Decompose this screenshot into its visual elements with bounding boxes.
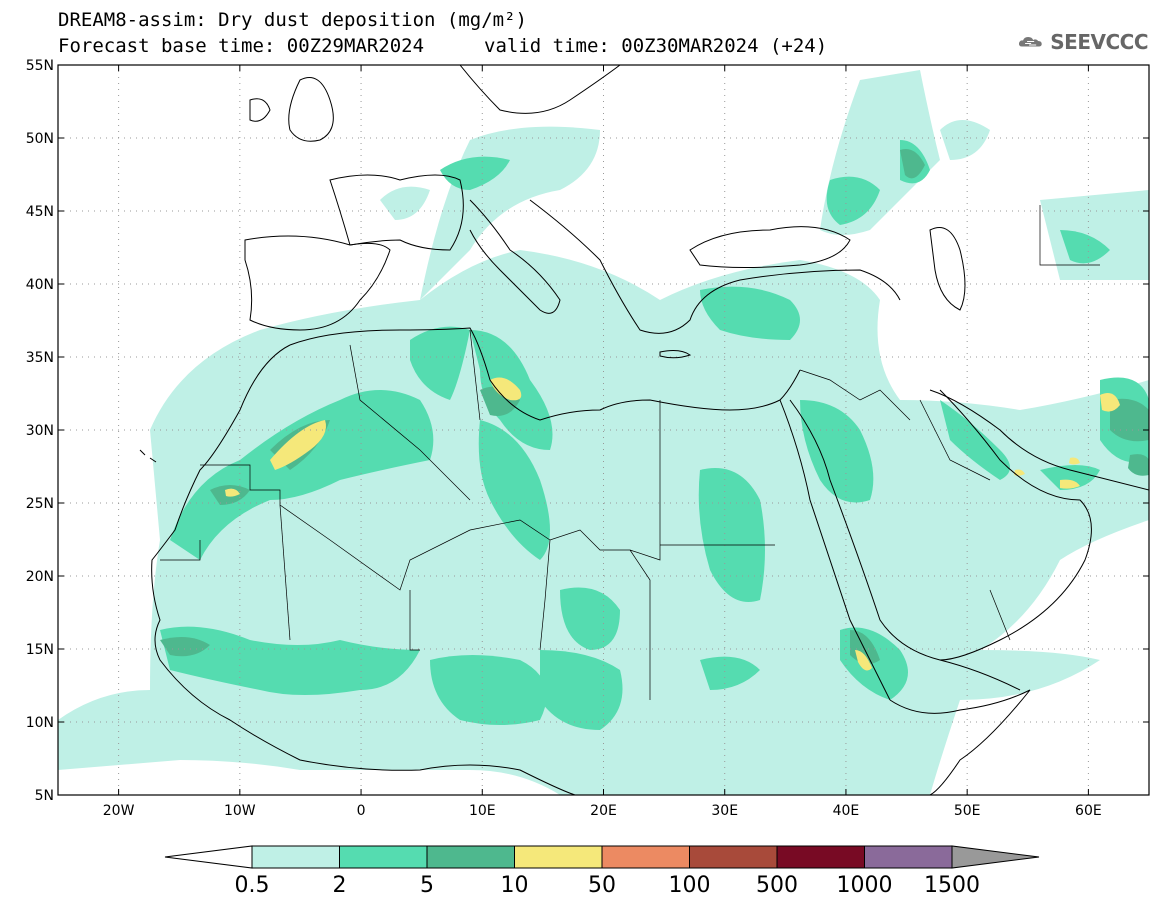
lat-tick-label: 40N xyxy=(26,277,54,293)
lon-tick-label: 50E xyxy=(954,803,981,819)
lat-tick-label: 25N xyxy=(26,496,54,512)
colorbar-level-label: 50 xyxy=(588,873,616,898)
axis-ticks: 20W 10W 0 10E 20E 30E 40E 50E 60E 55N 50N 45N 40N 35N… xyxy=(26,58,1149,819)
colorbar-swatch xyxy=(426,845,515,869)
logo-text: SEEVCCC xyxy=(1050,30,1148,54)
lat-tick-label: 45N xyxy=(26,204,54,220)
colorbar-level-label: 5 xyxy=(420,873,434,898)
map-title: DREAM8-assim: Dry dust deposition (mg/m²… xyxy=(58,9,527,31)
colorbar-swatch xyxy=(601,845,690,869)
colorbar-level-label: 2 xyxy=(333,873,347,898)
colorbar-swatch xyxy=(689,845,778,869)
country-borders xyxy=(160,205,1100,700)
colorbar-swatch xyxy=(864,845,953,869)
colorbar-swatch xyxy=(251,845,340,869)
lon-tick-label: 0 xyxy=(357,803,366,819)
colorbar-upper-triangle xyxy=(951,845,1040,869)
colorbar-level-label: 10 xyxy=(501,873,529,898)
colorbar-level-label: 0.5 xyxy=(235,873,270,898)
dust-field xyxy=(58,70,1149,795)
colorbar-lower-triangle xyxy=(164,845,253,869)
cloud-logo-icon xyxy=(1018,36,1042,47)
colorbar-level-label: 1500 xyxy=(924,873,980,898)
colorbar-swatch xyxy=(339,845,428,869)
lat-tick-label: 20N xyxy=(26,569,54,585)
lat-tick-label: 15N xyxy=(26,642,54,658)
forecast-base-time: Forecast base time: 00Z29MAR2024 xyxy=(58,35,425,57)
lat-tick-label: 50N xyxy=(26,131,54,147)
lon-tick-label: 10E xyxy=(469,803,496,819)
valid-time: valid time: 00Z30MAR2024 (+24) xyxy=(484,35,828,57)
lon-tick-label: 10W xyxy=(224,803,256,819)
colorbar-level-label: 500 xyxy=(756,873,798,898)
lon-tick-label: 30E xyxy=(711,803,738,819)
colorbar-swatch xyxy=(776,845,865,869)
seevccc-logo: SEEVCCC xyxy=(1018,28,1148,56)
colorbar-swatch xyxy=(514,845,603,869)
colorbar-level-label: 100 xyxy=(669,873,711,898)
colorbar: 0.5 2 5 10 50 100 500 1000 1500 xyxy=(164,845,1040,898)
lat-tick-label: 10N xyxy=(26,715,54,731)
coastlines xyxy=(139,65,1149,795)
lon-tick-label: 40E xyxy=(833,803,860,819)
colorbar-level-label: 1000 xyxy=(837,873,893,898)
lat-tick-label: 35N xyxy=(26,350,54,366)
lon-tick-label: 60E xyxy=(1075,803,1102,819)
lat-tick-label: 5N xyxy=(35,788,54,804)
lon-tick-label: 20E xyxy=(590,803,617,819)
lat-tick-label: 30N xyxy=(26,423,54,439)
lat-tick-label: 55N xyxy=(26,58,54,74)
lon-tick-label: 20W xyxy=(103,803,135,819)
